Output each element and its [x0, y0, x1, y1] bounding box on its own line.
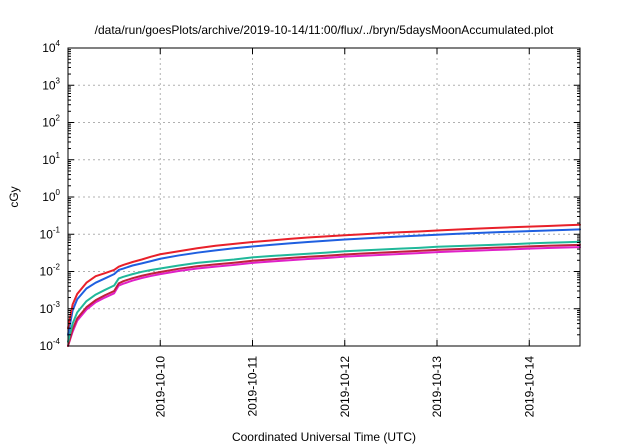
x-tick-label: 2019-10-12 [338, 356, 352, 418]
y-tick-label: 103 [42, 76, 60, 92]
y-tick-label: 100 [42, 188, 60, 204]
x-axis: 2019-10-10 2019-10-11 2019-10-12 2019-10-13… [153, 48, 536, 417]
x-tick-label: 2019-10-10 [153, 356, 167, 418]
series-lines [67, 223, 581, 347]
y-tick-label: 104 [42, 39, 60, 55]
y-tick-label: 10-3 [40, 300, 61, 316]
x-axis-label: Coordinated Universal Time (UTC) [232, 430, 416, 444]
y-tick-label: 10-4 [40, 337, 61, 353]
series-line [67, 246, 581, 347]
y-tick-label: 10-1 [40, 225, 61, 241]
y-tick-label: 10-2 [40, 263, 61, 279]
y-axis-label: cGy [7, 186, 21, 207]
series-line [67, 228, 581, 336]
chart-title: /data/run/goesPlots/archive/2019-10-14/1… [95, 23, 554, 37]
x-tick-label: 2019-10-11 [246, 356, 260, 417]
y-axis: 10-4 10-3 10-2 10-1 100 101 102 103 104 [40, 39, 580, 353]
y-tick-label: 101 [42, 151, 60, 167]
y-tick-label: 102 [42, 114, 60, 130]
series-line [67, 240, 581, 343]
x-tick-label: 2019-10-13 [430, 356, 444, 418]
series-line [67, 223, 581, 330]
series-line [67, 243, 581, 347]
grid [68, 48, 580, 346]
x-tick-label: 2019-10-14 [522, 356, 536, 418]
